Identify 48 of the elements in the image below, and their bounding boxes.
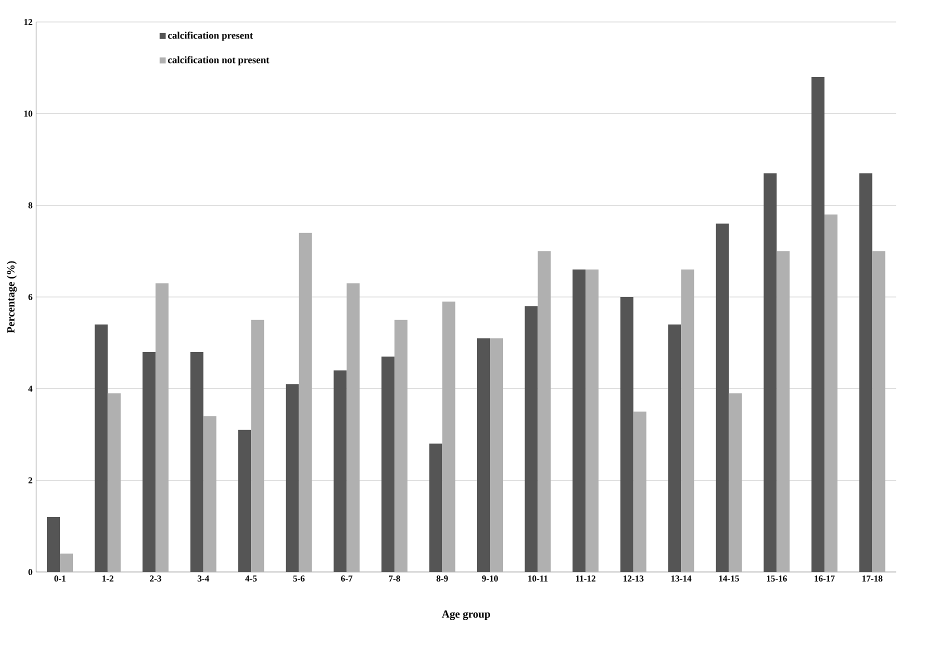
bar xyxy=(286,384,299,572)
bar xyxy=(142,352,156,572)
bar xyxy=(60,554,74,572)
y-tick-label: 4 xyxy=(28,386,32,392)
x-axis-title: Age group xyxy=(442,610,490,620)
bar xyxy=(334,370,347,572)
bar xyxy=(190,352,204,572)
x-tick-label: 2-3 xyxy=(150,576,162,582)
bar xyxy=(811,76,824,572)
x-tick-label: 8-9 xyxy=(436,576,448,582)
bar xyxy=(572,269,586,572)
bar xyxy=(716,224,729,572)
x-tick-label: 1-2 xyxy=(102,576,114,582)
y-axis-title: Percentage (%) xyxy=(6,261,17,334)
y-tick-label: 2 xyxy=(28,477,32,484)
y-tick-label: 10 xyxy=(24,110,32,117)
y-tick-label: 0 xyxy=(28,568,32,576)
x-tick-label: 14-15 xyxy=(719,576,740,582)
x-tick-label: 3-4 xyxy=(198,576,210,582)
y-tick-label: 8 xyxy=(28,202,32,208)
bar xyxy=(381,356,394,572)
bar xyxy=(859,173,872,572)
bar xyxy=(238,430,252,572)
x-tick-label: 16-17 xyxy=(814,576,835,582)
y-tick-label: 6 xyxy=(28,294,32,300)
bar xyxy=(429,444,442,572)
bar xyxy=(94,324,108,572)
x-tick-label: 6-7 xyxy=(341,576,352,582)
x-tick-label: 17-18 xyxy=(862,576,882,582)
bar xyxy=(477,338,490,572)
x-tick-label: 7-8 xyxy=(388,576,400,582)
bar xyxy=(620,296,634,572)
x-tick-label: 11-12 xyxy=(576,576,596,582)
x-tick-label: 4-5 xyxy=(245,576,257,582)
y-tick-label: 12 xyxy=(24,19,32,25)
x-tick-label: 10-11 xyxy=(528,576,548,582)
x-tick-label: 12-13 xyxy=(624,576,644,582)
x-tick-label: 15-16 xyxy=(766,576,787,582)
x-tick-label: 0-1 xyxy=(54,576,66,582)
bar xyxy=(47,516,60,572)
legend-label: calcification not present xyxy=(168,56,270,66)
bar xyxy=(524,306,538,572)
bar xyxy=(668,324,682,572)
x-tick-label: 9-10 xyxy=(482,576,498,582)
legend-label: calcification present xyxy=(168,32,253,41)
bar xyxy=(764,173,777,572)
x-tick-label: 5-6 xyxy=(293,576,305,582)
x-tick-label: 13-14 xyxy=(671,576,692,582)
